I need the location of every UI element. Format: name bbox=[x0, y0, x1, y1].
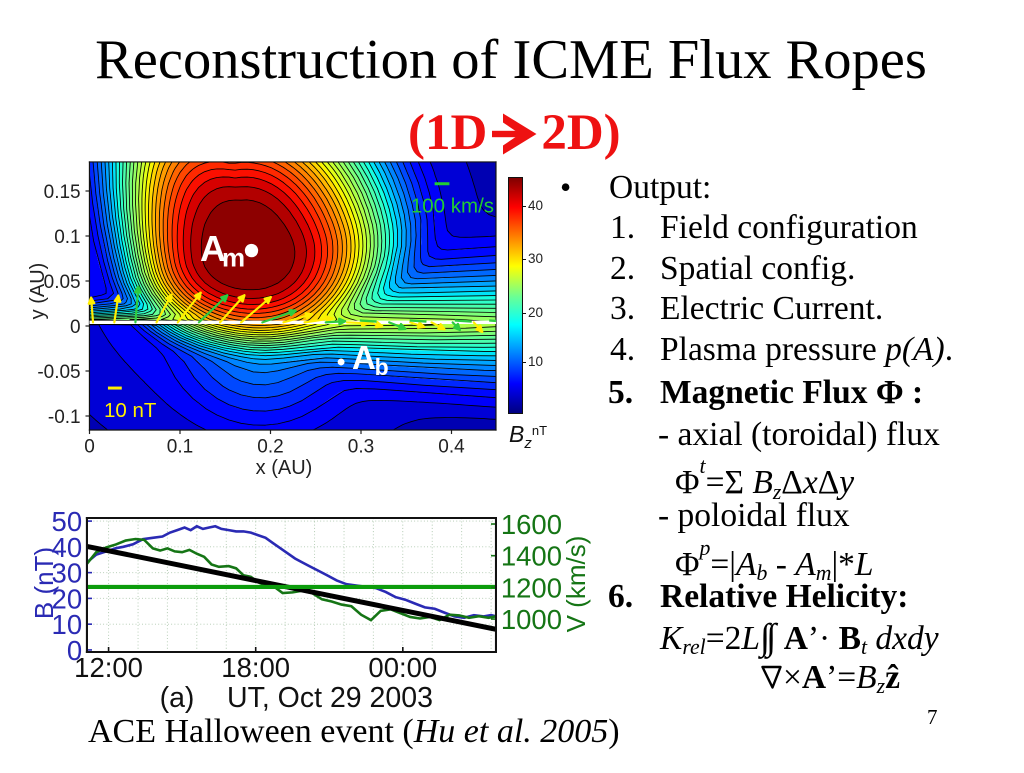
svg-text:0.1: 0.1 bbox=[54, 227, 80, 248]
svg-text:100 km/s: 100 km/s bbox=[411, 195, 494, 218]
svg-text:UT, Oct 29 2003: UT, Oct 29 2003 bbox=[227, 682, 433, 714]
svg-text:0.05: 0.05 bbox=[44, 272, 81, 293]
svg-text:-0.1: -0.1 bbox=[48, 407, 81, 428]
svg-text:00:00: 00:00 bbox=[368, 652, 437, 683]
svg-text:1200: 1200 bbox=[501, 572, 562, 603]
svg-text:b: b bbox=[375, 354, 389, 380]
svg-text:A: A bbox=[352, 339, 376, 376]
svg-text:0.3: 0.3 bbox=[348, 437, 374, 458]
svg-text:0.4: 0.4 bbox=[438, 437, 465, 458]
svg-text:1000: 1000 bbox=[501, 604, 562, 635]
svg-text:(a): (a) bbox=[160, 682, 195, 714]
svg-text:18:00: 18:00 bbox=[221, 652, 290, 683]
svg-text:50: 50 bbox=[52, 506, 83, 537]
svg-text:0: 0 bbox=[67, 635, 82, 666]
svg-text:40: 40 bbox=[52, 532, 83, 563]
svg-text:30: 30 bbox=[52, 558, 83, 589]
svg-text:0.15: 0.15 bbox=[44, 182, 81, 203]
svg-text:m: m bbox=[222, 242, 245, 272]
svg-text:A: A bbox=[200, 228, 226, 269]
svg-text:1600: 1600 bbox=[501, 509, 562, 540]
svg-text:12:00: 12:00 bbox=[74, 652, 143, 683]
svg-text:10 nT: 10 nT bbox=[104, 399, 157, 422]
svg-text:0: 0 bbox=[70, 317, 81, 338]
svg-text:-0.05: -0.05 bbox=[37, 362, 80, 383]
svg-text:1400: 1400 bbox=[501, 541, 562, 572]
svg-text:0.1: 0.1 bbox=[167, 437, 193, 458]
svg-text:x (AU): x (AU) bbox=[256, 457, 313, 479]
svg-text:20: 20 bbox=[52, 583, 83, 614]
svg-text:10: 10 bbox=[52, 609, 83, 640]
svg-text:0.2: 0.2 bbox=[257, 437, 283, 458]
svg-text:0: 0 bbox=[84, 437, 95, 458]
